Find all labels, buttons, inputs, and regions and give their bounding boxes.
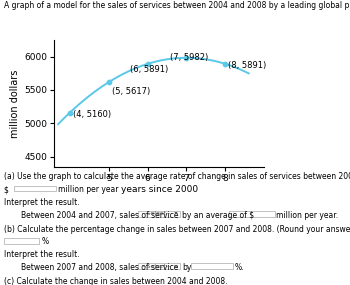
Point xyxy=(184,56,189,60)
Point xyxy=(145,62,150,66)
Text: (5, 5617): (5, 5617) xyxy=(112,87,150,96)
Text: (7, 5982): (7, 5982) xyxy=(170,53,208,62)
Text: by: by xyxy=(182,263,191,272)
Text: $: $ xyxy=(4,185,8,194)
Text: Interpret the result.: Interpret the result. xyxy=(4,251,79,259)
Text: (6, 5891): (6, 5891) xyxy=(130,66,168,74)
Text: by an average of $: by an average of $ xyxy=(182,211,254,220)
Text: Between 2007 and 2008, sales of service: Between 2007 and 2008, sales of service xyxy=(21,263,178,272)
Text: A graph of a model for the sales of services between 2004 and 2008 by a leading : A graph of a model for the sales of serv… xyxy=(4,1,350,11)
Text: (b) Calculate the percentage change in sales between 2007 and 2008. (Round your : (b) Calculate the percentage change in s… xyxy=(4,225,350,234)
Text: --Select--  ▾: --Select-- ▾ xyxy=(141,264,177,268)
Text: (a) Use the graph to calculate the average rate of change in sales of services b: (a) Use the graph to calculate the avera… xyxy=(4,172,350,182)
Text: %.: %. xyxy=(234,263,244,272)
Text: (4, 5160): (4, 5160) xyxy=(73,110,111,119)
Y-axis label: million dollars: million dollars xyxy=(10,69,20,137)
Text: %: % xyxy=(42,237,49,246)
X-axis label: years since 2000: years since 2000 xyxy=(121,186,198,194)
Text: --Select--  ▾: --Select-- ▾ xyxy=(141,211,177,216)
Text: Interpret the result.: Interpret the result. xyxy=(4,198,79,207)
Point xyxy=(67,110,72,115)
Text: Between 2004 and 2007, sales of service: Between 2004 and 2007, sales of service xyxy=(21,211,178,220)
Text: (c) Calculate the change in sales between 2004 and 2008.: (c) Calculate the change in sales betwee… xyxy=(4,277,227,285)
Text: (8, 5891): (8, 5891) xyxy=(229,62,267,70)
Point xyxy=(106,80,112,84)
Text: million per year: million per year xyxy=(58,185,118,194)
Text: million per year.: million per year. xyxy=(276,211,339,220)
Point xyxy=(223,62,228,66)
